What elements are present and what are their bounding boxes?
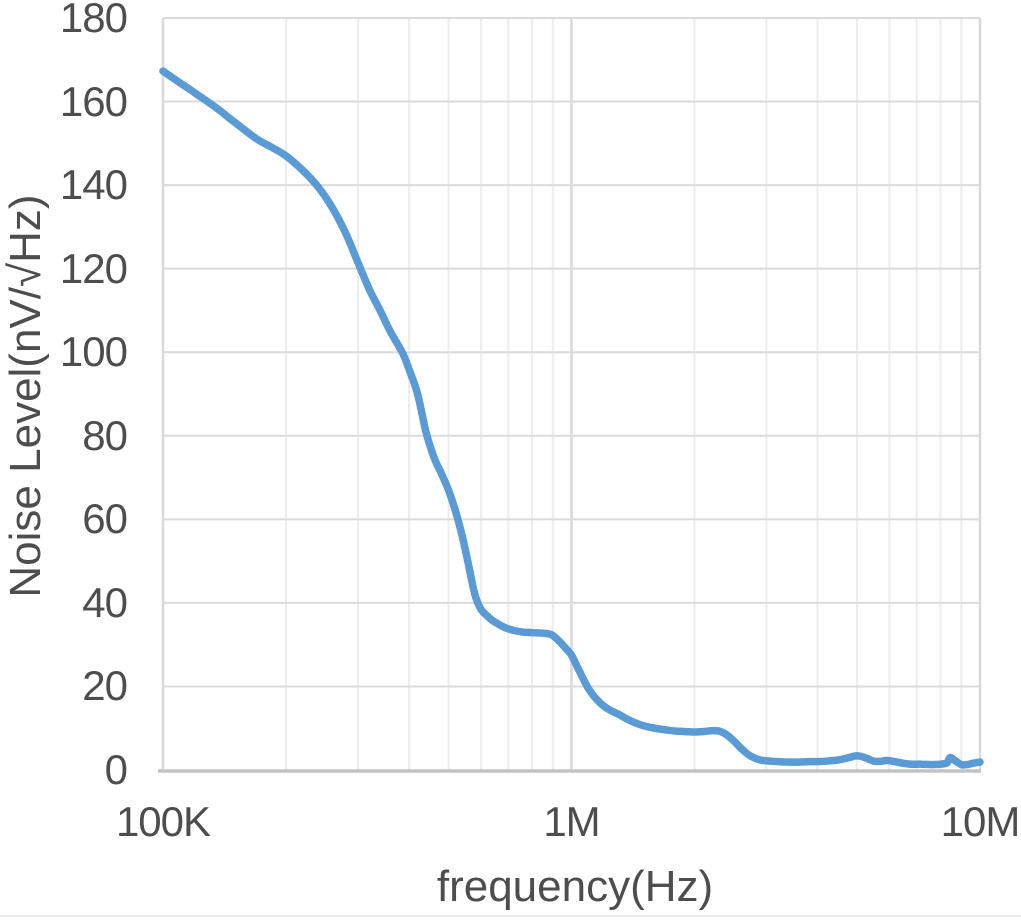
x-tick-label: 100K [115, 798, 211, 845]
y-tick-label: 40 [82, 578, 128, 626]
y-tick-label: 160 [59, 77, 128, 125]
page-edge-line [0, 915, 1021, 917]
x-tick-label: 1M [543, 798, 600, 845]
x-tick-label: 10M [940, 798, 1021, 845]
x-axis-title: frequency(Hz) [436, 862, 714, 911]
y-tick-label: 0 [104, 746, 128, 793]
noise-series-line [159, 67, 984, 769]
y-tick-label: 120 [59, 244, 128, 292]
y-tick-label: 180 [59, 0, 128, 41]
y-axis-title-text: Noise Level(nV/√Hz) [1, 194, 50, 598]
y-tick-label: 60 [82, 495, 128, 543]
y-tick-label: 140 [59, 161, 128, 209]
y-axis-tick-labels: 0 20 40 60 80 100 120 140 160 180 [0, 0, 128, 921]
y-tick-label: 100 [59, 328, 128, 376]
y-tick-label: 80 [82, 411, 128, 459]
y-tick-label: 20 [82, 662, 128, 710]
